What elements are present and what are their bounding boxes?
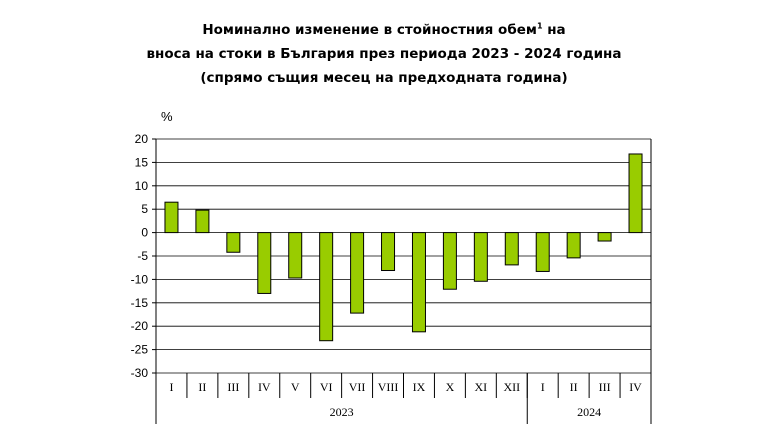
bar bbox=[381, 232, 396, 272]
bar bbox=[473, 232, 488, 282]
y-tick-label: 10 bbox=[135, 179, 149, 193]
chart-title: Номинално изменение в стойностния обем1 … bbox=[0, 18, 768, 90]
bar bbox=[164, 201, 179, 234]
y-tick-label: -15 bbox=[131, 296, 149, 310]
x-tick-label: IV bbox=[258, 380, 271, 394]
x-tick-label: IV bbox=[629, 380, 642, 394]
x-tick-label: II bbox=[198, 380, 206, 394]
bars bbox=[164, 153, 643, 342]
title-line-2: вноса на стоки в България през периода 2… bbox=[146, 46, 622, 62]
x-tick-label: VII bbox=[349, 380, 366, 394]
y-tick-label: 20 bbox=[135, 132, 149, 146]
y-tick-label: 5 bbox=[141, 202, 148, 216]
bar bbox=[288, 232, 303, 279]
y-tick-label: -30 bbox=[131, 366, 149, 380]
bar bbox=[535, 232, 550, 272]
bar bbox=[566, 232, 581, 259]
bar bbox=[350, 232, 365, 314]
x-group-label: 2023 bbox=[330, 405, 354, 419]
x-tick-label: V bbox=[291, 380, 300, 394]
y-tick-label: 15 bbox=[135, 155, 149, 169]
bar bbox=[195, 209, 210, 234]
y-tick-label: 0 bbox=[141, 226, 148, 240]
x-tick-label: III bbox=[227, 380, 239, 394]
x-tick-label: III bbox=[599, 380, 611, 394]
x-tick-label: VI bbox=[320, 380, 333, 394]
bar bbox=[628, 153, 643, 234]
bar bbox=[597, 232, 612, 242]
bar bbox=[257, 232, 272, 294]
bar bbox=[504, 232, 519, 266]
x-tick-label: VIII bbox=[378, 380, 399, 394]
y-tick-label: -10 bbox=[131, 272, 149, 286]
x-tick-label: II bbox=[570, 380, 578, 394]
x-tick-label: IX bbox=[413, 380, 426, 394]
title-line-1: Номинално изменение в стойностния обем1 … bbox=[202, 21, 566, 38]
x-tick-label: I bbox=[169, 380, 173, 394]
bar bbox=[226, 232, 241, 253]
y-tick-label: -20 bbox=[131, 319, 149, 333]
bar bbox=[411, 232, 426, 333]
bar bbox=[442, 232, 457, 290]
x-group-label: 2024 bbox=[577, 405, 601, 419]
x-tick-label: I bbox=[541, 380, 545, 394]
y-tick-label: -5 bbox=[137, 249, 148, 263]
x-tick-label: X bbox=[446, 380, 455, 394]
bar bbox=[319, 232, 334, 342]
y-axis-unit: % bbox=[161, 109, 173, 124]
title-line-3: (спрямо същия месец на предходната годин… bbox=[200, 70, 568, 86]
x-tick-label: XI bbox=[475, 380, 488, 394]
y-tick-label: -25 bbox=[131, 343, 149, 357]
x-tick-label: XII bbox=[503, 380, 520, 394]
